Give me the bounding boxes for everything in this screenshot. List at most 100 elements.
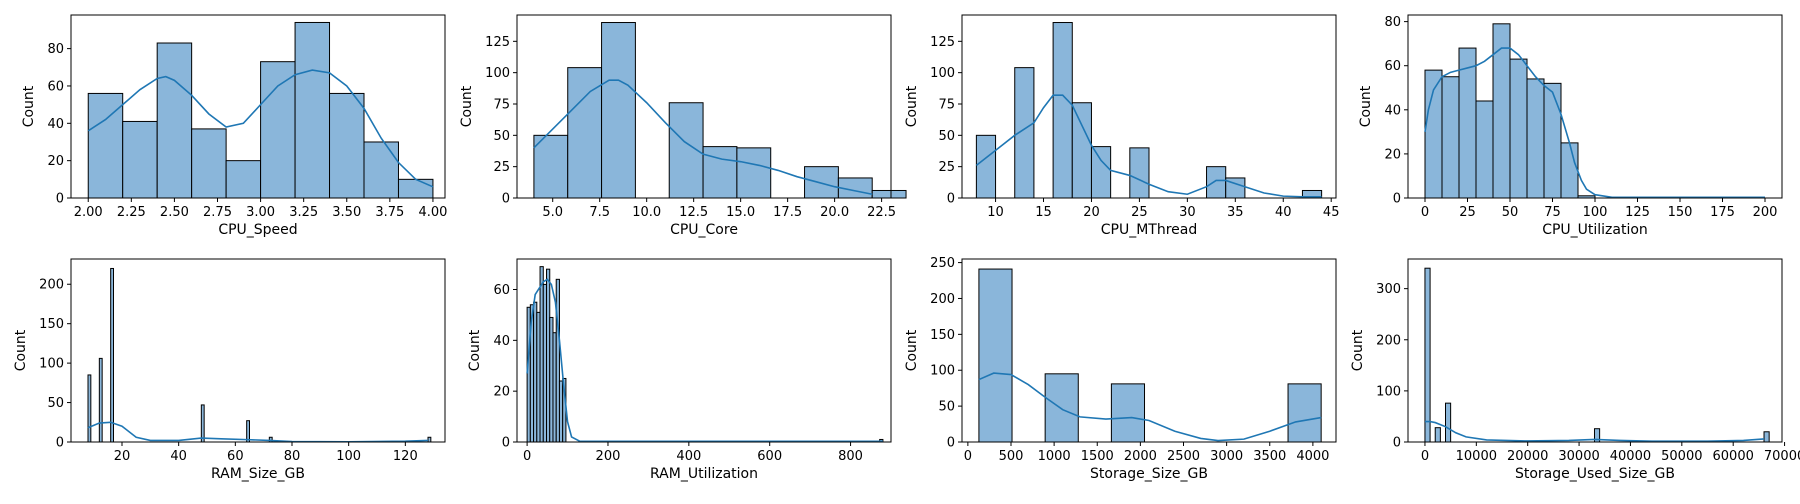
- histogram-bar: [533, 134, 569, 199]
- subplot-6: 0 200 400 600 800 0 20 40 60 RAM_Utilization Count: [467, 258, 892, 482]
- x-tick-label: 50000: [1661, 449, 1702, 464]
- y-tick-label: 50: [47, 396, 64, 411]
- axes-frame: [961, 258, 1337, 443]
- histogram-bar: [260, 61, 296, 199]
- x-tick-label: 3.75: [375, 205, 404, 220]
- kde-line: [87, 421, 429, 443]
- histogram-bar: [1763, 431, 1770, 443]
- y-tick-label: 25: [493, 160, 510, 175]
- x-tick-label: 600: [757, 449, 782, 464]
- histogram-bar: [87, 374, 92, 443]
- x-tick-label: 2.50: [160, 205, 189, 220]
- histogram-bar: [804, 166, 839, 199]
- histogram-bar: [1434, 427, 1441, 443]
- y-tick-label: 20: [47, 154, 64, 169]
- y-tick-label: 300: [1376, 282, 1401, 297]
- x-tick-label: 2.00: [74, 205, 103, 220]
- x-tick-label: 0: [964, 449, 972, 464]
- subplot-3: 10 15 20 25 30 35 40 45 0 25 50 75 100 125 CPU_MThread…: [904, 14, 1340, 238]
- x-tick-label: 45: [1323, 205, 1340, 220]
- histogram-bar: [1441, 76, 1460, 199]
- histogram-bar: [1071, 102, 1092, 199]
- x-axis-label: RAM_Size_GB: [211, 466, 305, 482]
- histogram-bar: [427, 436, 432, 443]
- x-tick-label: 0: [523, 449, 531, 464]
- x-tick-label: 3.00: [246, 205, 275, 220]
- x-tick-label: 1500: [1081, 449, 1114, 464]
- y-tick-label: 100: [39, 357, 64, 372]
- x-axis-label: CPU_Speed: [218, 222, 297, 238]
- x-tick-label: 2000: [1124, 449, 1157, 464]
- subplot-7: 0 500 1000 1500 2000 2500 3000 3500 4000 0 50 100 15…: [904, 256, 1337, 482]
- x-tick-label: 30000: [1558, 449, 1599, 464]
- histogram-bar: [363, 141, 399, 199]
- y-tick-label: 0: [56, 192, 64, 207]
- histogram-bar: [87, 92, 124, 199]
- x-tick-label: 3.50: [332, 205, 361, 220]
- y-tick-label: 40: [493, 334, 510, 349]
- histogram-bar: [1526, 78, 1545, 199]
- x-tick-label: 10.0: [632, 205, 661, 220]
- y-tick-label: 200: [1376, 333, 1401, 348]
- histogram-bar: [156, 42, 193, 199]
- x-axis-label: Storage_Used_Size_GB: [1515, 466, 1675, 482]
- y-tick-label: 150: [39, 317, 64, 332]
- x-tick-label: 120: [393, 449, 418, 464]
- y-tick-label: 50: [938, 129, 955, 144]
- histogram-bar: [1445, 402, 1452, 443]
- x-tick-label: 20: [1083, 205, 1100, 220]
- x-tick-label: 400: [676, 449, 701, 464]
- x-axis-label: RAM_Utilization: [650, 466, 758, 482]
- kde-line: [978, 372, 1322, 442]
- x-tick-label: 22.5: [867, 205, 896, 220]
- x-tick-label: 0: [1421, 449, 1429, 464]
- x-tick-label: 35: [1227, 205, 1244, 220]
- x-tick-label: 15: [1035, 205, 1052, 220]
- x-tick-label: 80: [284, 449, 301, 464]
- y-tick-label: 60: [493, 283, 510, 298]
- x-tick-label: 200: [1753, 205, 1778, 220]
- histogram-bar: [736, 147, 772, 199]
- y-tick-label: 0: [947, 436, 955, 451]
- y-tick-label: 125: [930, 35, 955, 50]
- y-tick-label: 0: [947, 192, 955, 207]
- histogram-bar: [1509, 58, 1528, 199]
- x-axis-label: CPU_MThread: [1101, 222, 1198, 238]
- y-tick-label: 75: [938, 97, 955, 112]
- kde-line: [1424, 420, 1765, 443]
- y-tick-label: 75: [493, 97, 510, 112]
- y-tick-label: 0: [56, 436, 64, 451]
- histogram-bar: [1090, 146, 1112, 199]
- x-tick-label: 60000: [1713, 449, 1754, 464]
- y-tick-label: 60: [1384, 59, 1401, 74]
- x-tick-label: 800: [838, 449, 863, 464]
- axes-frame: [1407, 258, 1783, 443]
- y-tick-label: 100: [1376, 384, 1401, 399]
- subplot-5: 20 40 60 80 100 120 0 50 100 150 200 RAM_Size_GB Cou…: [13, 258, 446, 482]
- y-tick-label: 100: [930, 364, 955, 379]
- histogram-bar: [1052, 22, 1073, 199]
- histogram-bar: [246, 420, 250, 443]
- histogram-bar: [98, 357, 103, 443]
- histogram-bar: [871, 189, 907, 199]
- histogram-bar: [1560, 142, 1579, 199]
- y-axis-label: Count: [467, 329, 483, 371]
- x-tick-label: 2500: [1167, 449, 1200, 464]
- x-tick-label: 0: [1421, 205, 1429, 220]
- histogram-bar: [1424, 267, 1431, 443]
- x-tick-label: 2.75: [203, 205, 232, 220]
- y-tick-label: 0: [502, 192, 510, 207]
- x-tick-label: 15.0: [726, 205, 755, 220]
- y-tick-label: 20: [1384, 147, 1401, 162]
- subplot-4: 0 25 50 75 100 125 150 175 200 0 20 40 60 80 CPU_Utili…: [1358, 14, 1783, 238]
- histogram-bar: [975, 134, 997, 199]
- x-tick-label: 7.5: [589, 205, 610, 220]
- histogram-bar: [1543, 82, 1562, 199]
- histogram-bar: [1492, 23, 1511, 199]
- kde-line: [526, 278, 883, 443]
- y-axis-label: Count: [21, 85, 37, 127]
- histogram-bar: [122, 120, 158, 199]
